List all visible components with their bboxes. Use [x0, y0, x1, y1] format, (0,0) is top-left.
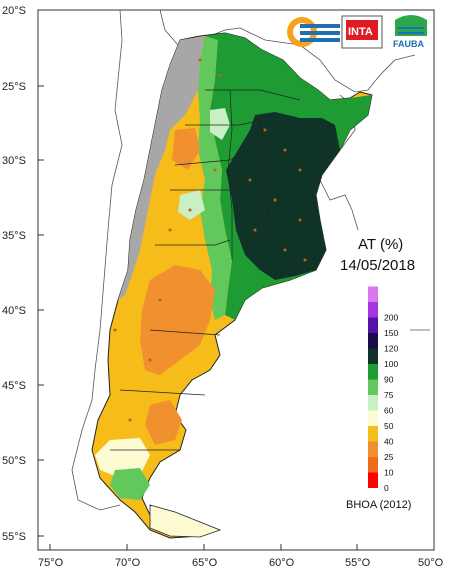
lat-label: 30°S [2, 155, 26, 167]
fauba-logo-text: FAUBA [393, 39, 424, 49]
legend-swatch [368, 426, 378, 442]
andes-mountains [118, 36, 205, 300]
legend-swatch [368, 395, 378, 411]
lon-label: 75°O [38, 557, 64, 569]
legend-swatch [368, 286, 378, 302]
legend-swatch [368, 333, 378, 349]
lon-label: 55°O [345, 557, 371, 569]
axis-ticks [38, 9, 435, 550]
tierra-del-fuego [149, 504, 222, 538]
legend-swatch [368, 302, 378, 318]
legend-swatch [368, 348, 378, 364]
neighbor-boundaries [71, 9, 430, 511]
legend-tick-label: 75 [384, 390, 394, 400]
legend-tick-label: 10 [384, 468, 394, 478]
south-light-zone [95, 438, 150, 478]
lat-label: 40°S [2, 305, 26, 317]
legend-swatch [368, 364, 378, 380]
south-green-zone [110, 468, 150, 500]
legend-tick-label: 90 [384, 375, 394, 385]
station-points [113, 58, 307, 422]
light-green-patch-2 [178, 190, 205, 220]
latitude-labels: 20°S 25°S 30°S 35°S 40°S 45°S 50°S 55°S [2, 5, 26, 543]
legend-tick-label: 40 [384, 437, 394, 447]
legend-swatches: 0 10 25 40 50 60 75 90 100 120 150 200 [368, 286, 398, 493]
legend-tick-label: 100 [384, 359, 398, 369]
legend-tick-label: 150 [384, 328, 398, 338]
lat-label: 25°S [2, 81, 26, 93]
province-boundaries [110, 89, 301, 451]
lat-label: 35°S [2, 230, 26, 242]
inta-logo: INTA [341, 15, 383, 49]
lat-label: 50°S [2, 455, 26, 467]
legend-tick-label: 60 [384, 406, 394, 416]
legend: AT (%) 14/05/2018 0 10 25 40 50 60 75 90 100 120 1… [340, 236, 415, 511]
legend-swatch [368, 472, 378, 488]
legend-tick-label: 0 [384, 483, 389, 493]
logos: INTA FAUBA [287, 14, 432, 49]
saturated-zone [226, 112, 340, 280]
light-green-patch [210, 108, 230, 140]
lat-label: 20°S [2, 5, 26, 17]
inta-logo-text: INTA [348, 26, 373, 38]
lat-label: 55°S [2, 531, 26, 543]
legend-swatch [368, 441, 378, 457]
water-wave-logo [287, 17, 340, 47]
longitude-labels: 75°O 70°O 65°O 60°O 55°O 50°O [38, 557, 444, 569]
legend-title: AT (%) [358, 236, 403, 253]
legend-swatch [368, 457, 378, 473]
fauba-logo: FAUBA [390, 14, 432, 49]
dry-north-patch [172, 128, 200, 170]
lat-label: 45°S [2, 380, 26, 392]
legend-swatch [368, 317, 378, 333]
legend-swatch [368, 410, 378, 426]
legend-tick-label: 50 [384, 421, 394, 431]
legend-tick-label: 200 [384, 313, 398, 323]
legend-date: 14/05/2018 [340, 257, 415, 274]
data-source-label: BHOA (2012) [346, 499, 411, 511]
legend-swatch [368, 379, 378, 395]
lon-label: 60°O [269, 557, 295, 569]
dry-south-patch [145, 400, 182, 445]
lon-label: 65°O [192, 557, 218, 569]
lon-label: 50°O [418, 557, 444, 569]
lon-label: 70°O [115, 557, 141, 569]
moist-band [198, 36, 232, 320]
dry-core-zone [140, 265, 215, 375]
legend-tick-label: 120 [384, 344, 398, 354]
legend-tick-label: 25 [384, 452, 394, 462]
